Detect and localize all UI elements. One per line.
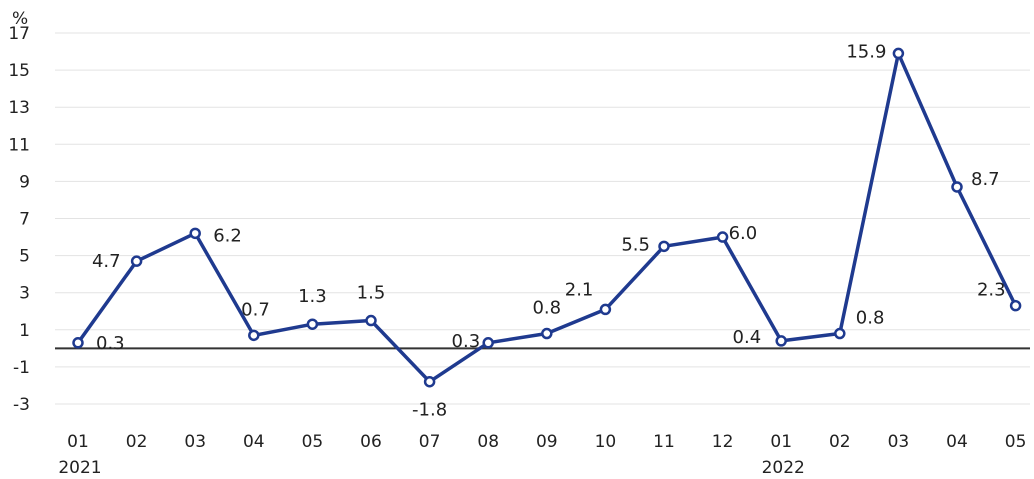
data-point-marker: [482, 337, 494, 349]
x-tick-label: 07: [419, 432, 441, 452]
x-tick-label: 03: [184, 432, 206, 452]
data-point-marker: [599, 303, 612, 316]
x-tick-label: 12: [712, 432, 734, 452]
data-point-marker: [775, 335, 787, 347]
y-tick-label: 11: [8, 135, 30, 155]
year-label: 2021: [58, 458, 101, 478]
data-label: 0.4: [733, 327, 762, 348]
data-point-marker: [658, 240, 670, 253]
data-point-marker: [130, 255, 143, 267]
data-point-marker: [72, 337, 84, 349]
data-markers: [72, 47, 1022, 388]
data-label: 8.7: [971, 169, 1000, 190]
year-labels: 2021 2022: [58, 458, 804, 478]
data-label: 0.8: [532, 298, 561, 319]
data-label: 2.3: [977, 280, 1006, 301]
x-tick-label: 01: [67, 432, 89, 452]
data-point-marker: [423, 375, 436, 388]
y-tick-label: 17: [8, 24, 30, 44]
data-label: 1.3: [298, 286, 327, 307]
x-tick-label: 05: [302, 432, 324, 452]
data-label: 2.1: [565, 279, 594, 300]
data-label: 15.9: [846, 41, 886, 62]
data-label: 6.2: [213, 225, 242, 246]
data-label: 4.7: [92, 251, 121, 272]
x-tick-label: 01: [770, 432, 792, 452]
x-tick-label: 06: [360, 432, 382, 452]
data-label: 0.3: [452, 331, 481, 352]
y-tick-label: 13: [8, 98, 30, 118]
data-point-marker: [365, 314, 377, 327]
data-label: 1.5: [357, 283, 386, 304]
data-label: -1.8: [412, 400, 447, 421]
x-tick-label: 02: [829, 432, 851, 452]
x-tick-labels: 01 02 03 04 05 06 07 08 09 10 11 12 01 02 03 04 05: [67, 432, 1026, 452]
x-tick-label: 04: [243, 432, 265, 452]
data-label: 5.5: [621, 234, 650, 255]
x-tick-label: 05: [1005, 432, 1027, 452]
y-tick-label: 5: [19, 247, 30, 267]
year-label: 2022: [762, 458, 805, 478]
data-label: 0.8: [856, 308, 885, 329]
data-label: 0.3: [96, 333, 125, 354]
y-tick-label: 9: [19, 172, 30, 192]
data-point-marker: [541, 327, 553, 340]
x-tick-label: 04: [946, 432, 968, 452]
y-tick-label: 15: [8, 61, 30, 81]
data-point-marker: [716, 231, 729, 243]
x-tick-label: 08: [477, 432, 499, 452]
y-tick-labels: 17 15 13 11 9 7 5 3 1 -1 -3: [8, 24, 30, 415]
x-tick-label: 03: [888, 432, 910, 452]
x-tick-label: 02: [126, 432, 148, 452]
data-point-marker: [306, 318, 319, 330]
data-point-marker: [892, 47, 905, 60]
x-tick-label: 09: [536, 432, 558, 452]
y-tick-label: 1: [19, 321, 30, 341]
y-tick-label: -3: [13, 395, 30, 415]
data-label: 6.0: [729, 223, 758, 244]
y-tick-label: 3: [19, 284, 30, 304]
data-point-marker: [834, 327, 846, 340]
data-point-marker: [951, 181, 963, 193]
data-point-marker: [1009, 299, 1022, 312]
data-labels: 0.34.76.20.71.3 1.5-1.80.30.82.15.56.00.4…: [92, 41, 1006, 420]
y-tick-label: 7: [19, 210, 30, 230]
x-tick-label: 11: [653, 432, 675, 452]
data-label: 0.7: [241, 299, 270, 320]
y-unit-label: %: [12, 9, 28, 29]
y-tick-label: -1: [13, 358, 30, 378]
data-point-marker: [189, 227, 201, 240]
data-point-marker: [248, 329, 260, 342]
x-tick-label: 10: [595, 432, 617, 452]
